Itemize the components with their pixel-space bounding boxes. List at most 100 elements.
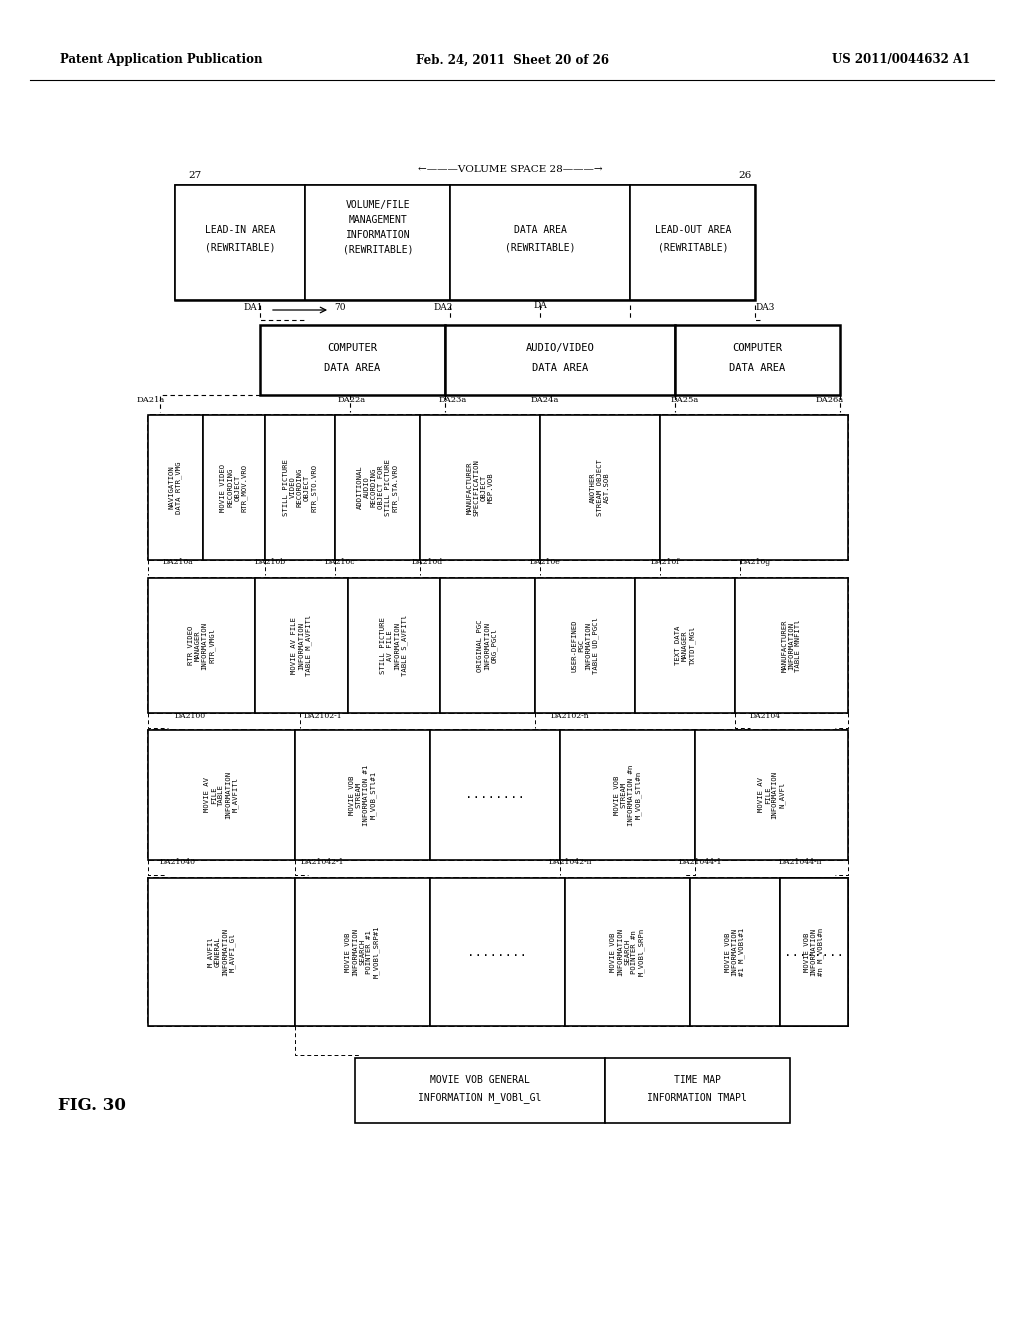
Text: DA21044-n: DA21044-n bbox=[778, 858, 821, 866]
Bar bbox=[560, 730, 695, 861]
Text: COMPUTER: COMPUTER bbox=[327, 343, 377, 352]
Text: STILL PICTURE
AV FILE
INFORMATION
TABLE S_AVFITl: STILL PICTURE AV FILE INFORMATION TABLE … bbox=[380, 615, 408, 676]
Text: 70: 70 bbox=[334, 304, 346, 313]
Text: INFORMATION TMAPl: INFORMATION TMAPl bbox=[647, 1093, 746, 1104]
Bar bbox=[148, 578, 255, 713]
Text: LEAD-OUT AREA: LEAD-OUT AREA bbox=[654, 224, 731, 235]
Text: ←———VOLUME SPACE 28———→: ←———VOLUME SPACE 28———→ bbox=[418, 165, 602, 174]
Text: MOVIE VOB GENERAL: MOVIE VOB GENERAL bbox=[430, 1074, 530, 1085]
Bar bbox=[420, 414, 540, 560]
Text: Patent Application Publication: Patent Application Publication bbox=[60, 54, 262, 66]
Text: DA1: DA1 bbox=[244, 304, 263, 313]
Text: (REWRITABLE): (REWRITABLE) bbox=[343, 246, 414, 255]
Text: AUDIO/VIDEO: AUDIO/VIDEO bbox=[525, 343, 594, 352]
Text: MOVIE AV FILE
INFORMATION
TABLE M_AVFITl: MOVIE AV FILE INFORMATION TABLE M_AVFITl bbox=[291, 615, 312, 676]
Text: RTR VIDEO
MANAGER
INFORMATION
RTR_VMGl: RTR VIDEO MANAGER INFORMATION RTR_VMGl bbox=[187, 622, 215, 669]
Bar bbox=[630, 185, 755, 300]
Text: DA23a: DA23a bbox=[439, 396, 467, 404]
Text: DATA AREA: DATA AREA bbox=[324, 363, 380, 374]
Text: DA210g: DA210g bbox=[739, 558, 771, 566]
Text: ORIGINAL PGC
INFORMATION
ORG_PGCl: ORIGINAL PGC INFORMATION ORG_PGCl bbox=[477, 619, 498, 672]
Bar bbox=[565, 878, 690, 1026]
Text: NAVIGATION
DATA RTR_VMG: NAVIGATION DATA RTR_VMG bbox=[169, 461, 182, 513]
Text: DA3: DA3 bbox=[756, 304, 775, 313]
Bar bbox=[535, 578, 635, 713]
Text: MOVIE VOB
INFORMATION
#1 M_VOBl#1: MOVIE VOB INFORMATION #1 M_VOBl#1 bbox=[725, 928, 745, 975]
Text: MOVIE VIDEO
RECORDING
OBJECT
RTR_MOV.VRO: MOVIE VIDEO RECORDING OBJECT RTR_MOV.VRO bbox=[220, 463, 248, 512]
Text: Feb. 24, 2011  Sheet 20 of 26: Feb. 24, 2011 Sheet 20 of 26 bbox=[416, 54, 608, 66]
Bar bbox=[440, 578, 535, 713]
Text: ........: ........ bbox=[784, 945, 844, 958]
Text: 26: 26 bbox=[738, 170, 752, 180]
Text: TEXT DATA
MANAGER
TXTDT_MGl: TEXT DATA MANAGER TXTDT_MGl bbox=[675, 626, 695, 665]
Bar bbox=[148, 578, 848, 713]
Text: DA: DA bbox=[534, 301, 547, 309]
Bar bbox=[148, 878, 848, 1026]
Bar bbox=[445, 325, 675, 395]
Bar bbox=[540, 414, 660, 560]
Text: DATA AREA: DATA AREA bbox=[729, 363, 785, 374]
Text: MOVIE VOB
INFORMATION
SEARCH
POINTER #n
M_VOBl_SRPn: MOVIE VOB INFORMATION SEARCH POINTER #n … bbox=[610, 928, 645, 975]
Bar bbox=[148, 414, 848, 560]
Text: LEAD-IN AREA: LEAD-IN AREA bbox=[205, 224, 275, 235]
Text: DA2102-n: DA2102-n bbox=[551, 711, 590, 719]
Bar bbox=[203, 414, 265, 560]
Text: COMPUTER: COMPUTER bbox=[732, 343, 782, 352]
Bar bbox=[605, 1059, 790, 1123]
Text: VOLUME/FILE: VOLUME/FILE bbox=[346, 201, 411, 210]
Text: ........: ........ bbox=[465, 788, 525, 801]
Text: MANUFACTURER
SPECIFICATION
OBJECT
MSP.VOB: MANUFACTURER SPECIFICATION OBJECT MSP.VO… bbox=[467, 459, 494, 516]
Bar bbox=[780, 878, 848, 1026]
Bar bbox=[255, 578, 348, 713]
Text: DA21040: DA21040 bbox=[160, 858, 196, 866]
Text: DA2: DA2 bbox=[433, 304, 453, 313]
Text: DA210e: DA210e bbox=[529, 558, 560, 566]
Text: DA210f: DA210f bbox=[650, 558, 680, 566]
Text: DATA AREA: DATA AREA bbox=[514, 224, 566, 235]
Text: ........: ........ bbox=[468, 945, 527, 958]
Text: (REWRITABLE): (REWRITABLE) bbox=[657, 243, 728, 253]
Bar bbox=[295, 730, 430, 861]
Bar bbox=[348, 578, 440, 713]
Text: MOVIE VOB
INFORMATION
SEARCH
POINTER #1
M_VOBl_SRP#1: MOVIE VOB INFORMATION SEARCH POINTER #1 … bbox=[345, 925, 380, 978]
Text: DA210a: DA210a bbox=[163, 558, 194, 566]
Bar bbox=[260, 325, 445, 395]
Bar bbox=[675, 325, 840, 395]
Text: DA24a: DA24a bbox=[530, 396, 559, 404]
Bar bbox=[175, 185, 755, 300]
Bar bbox=[295, 878, 430, 1026]
Text: DA210b: DA210b bbox=[254, 558, 286, 566]
Text: DA2102-1: DA2102-1 bbox=[304, 711, 342, 719]
Text: DA26a: DA26a bbox=[816, 396, 844, 404]
Bar bbox=[450, 185, 630, 300]
Bar bbox=[735, 578, 848, 713]
Text: MOVIE VOB
STREAM
INFORMATION #1
M_VOB_STl#1: MOVIE VOB STREAM INFORMATION #1 M_VOB_ST… bbox=[349, 764, 377, 825]
Bar bbox=[690, 878, 780, 1026]
Bar bbox=[148, 730, 848, 861]
Text: (REWRITABLE): (REWRITABLE) bbox=[205, 243, 275, 253]
Text: DA21a: DA21a bbox=[137, 396, 165, 404]
Text: DA21042-n: DA21042-n bbox=[548, 858, 592, 866]
Text: INFORMATION: INFORMATION bbox=[346, 230, 411, 240]
Text: DA210d: DA210d bbox=[412, 558, 442, 566]
Text: DA21042-1: DA21042-1 bbox=[300, 858, 344, 866]
Text: DA25a: DA25a bbox=[671, 396, 699, 404]
Text: TIME MAP: TIME MAP bbox=[674, 1074, 721, 1085]
Bar bbox=[335, 414, 420, 560]
Text: DA2104: DA2104 bbox=[750, 711, 780, 719]
Text: MANAGEMENT: MANAGEMENT bbox=[348, 215, 408, 224]
Text: DA2100: DA2100 bbox=[174, 711, 206, 719]
Bar bbox=[148, 878, 295, 1026]
Bar bbox=[695, 730, 848, 861]
Text: ADDITIONAL
AUDIO
RECORDING
OBJECT FOR
STILL PICTURE
RTR_STA.VRO: ADDITIONAL AUDIO RECORDING OBJECT FOR ST… bbox=[356, 459, 398, 516]
Bar bbox=[430, 878, 565, 1026]
Text: FIG. 30: FIG. 30 bbox=[58, 1097, 126, 1114]
Bar bbox=[635, 578, 735, 713]
Bar bbox=[175, 185, 305, 300]
Text: ANOTHER
STREAM OBJECT
AST.SOB: ANOTHER STREAM OBJECT AST.SOB bbox=[590, 459, 610, 516]
Bar bbox=[305, 185, 450, 300]
Text: DA21044-1: DA21044-1 bbox=[678, 858, 722, 866]
Text: MOVIE AV
FILE
TABLE
INFORMATION
M_AVFITl: MOVIE AV FILE TABLE INFORMATION M_AVFITl bbox=[204, 771, 239, 820]
Text: USER-DEFINED
PGC
INFORMATION
TABLE UD_PGCl: USER-DEFINED PGC INFORMATION TABLE UD_PG… bbox=[571, 616, 599, 675]
Text: DA210c: DA210c bbox=[325, 558, 355, 566]
